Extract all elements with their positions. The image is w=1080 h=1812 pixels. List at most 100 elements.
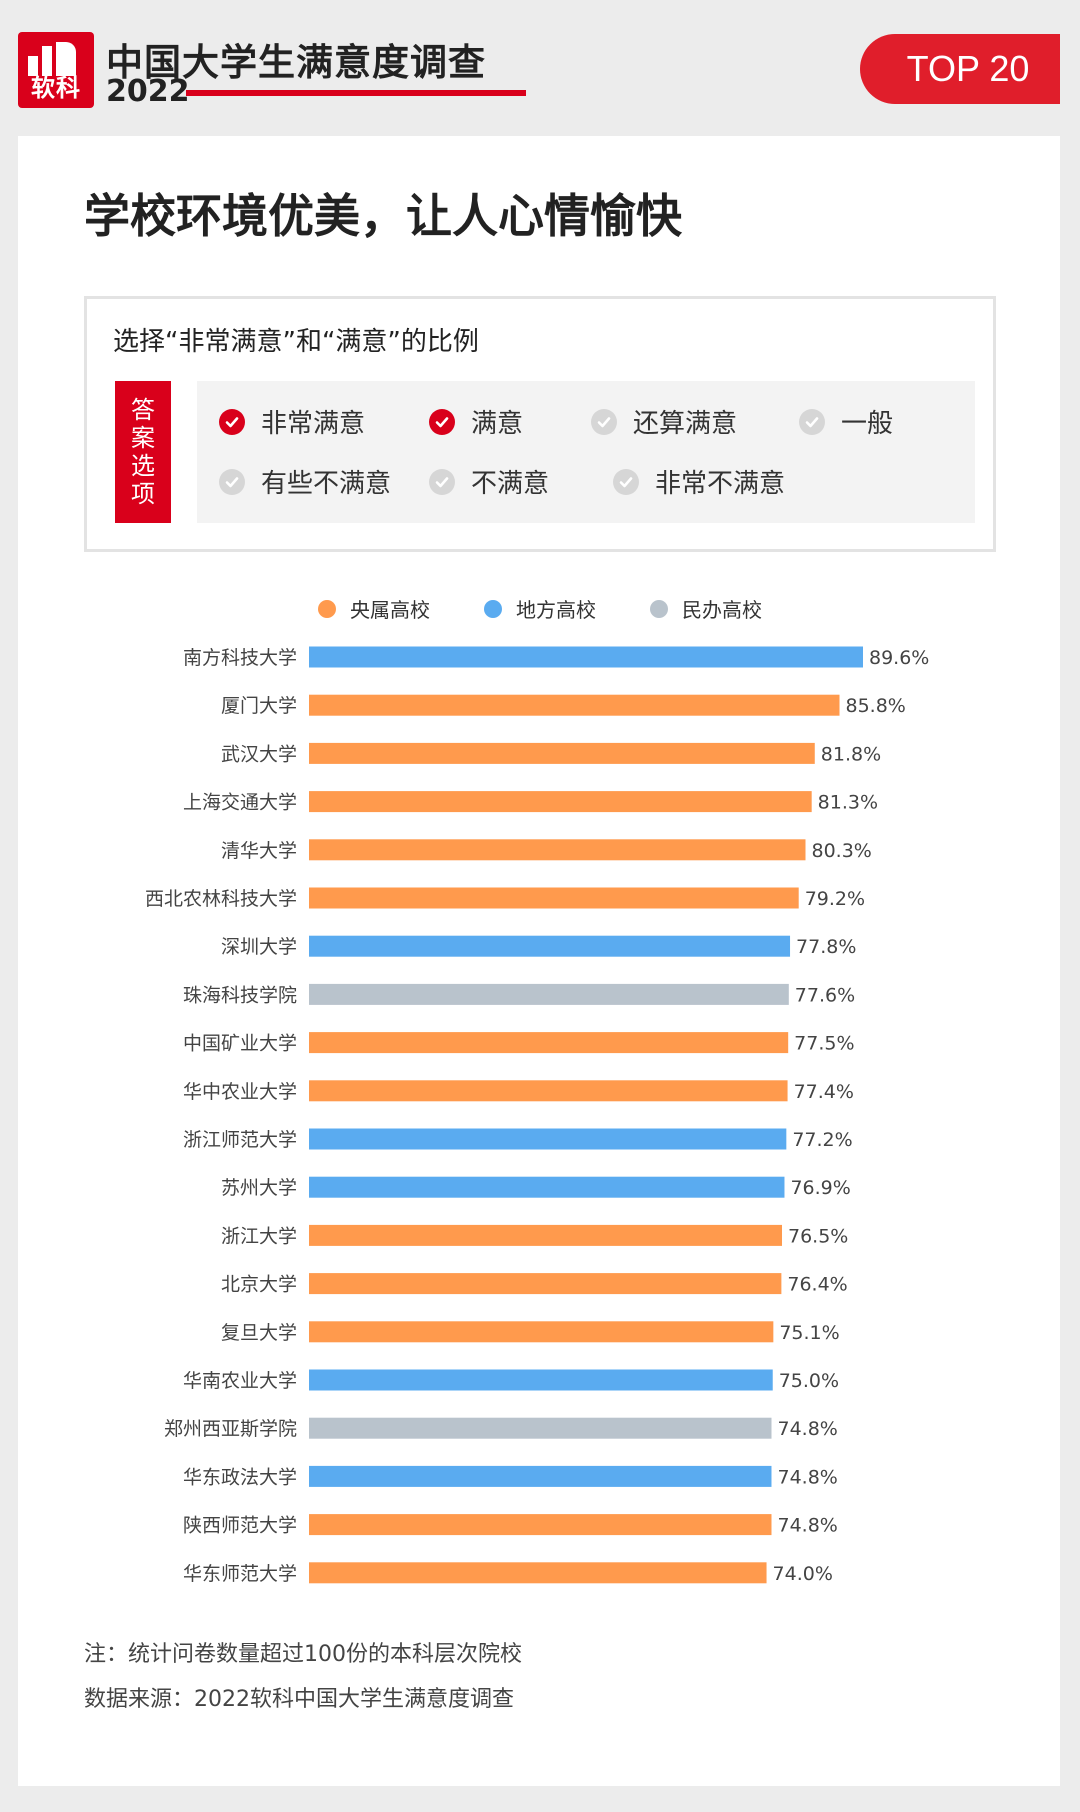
answer-option-label: 非常不满意 — [655, 469, 786, 499]
bar — [309, 694, 840, 716]
page-headline: 学校环境优美，让人心情愉快 — [84, 189, 682, 243]
value-label: 74.8% — [777, 1515, 837, 1537]
value-label: 77.8% — [796, 936, 856, 958]
bar — [309, 1369, 773, 1391]
value-label: 77.6% — [795, 984, 855, 1006]
category-label: 武汉大学 — [221, 743, 297, 765]
legend-label: 地方高校 — [516, 598, 596, 622]
value-label: 76.5% — [788, 1225, 848, 1247]
bar-chart-svg: 南方科技大学 89.6% 厦门大学 85.8% 武汉大学 81.8% 上海交通大学 81.3%… — [145, 646, 929, 1585]
bar — [309, 742, 815, 764]
category-label: 陕西师范大学 — [183, 1515, 297, 1537]
bar — [309, 646, 863, 668]
bar-chart: 南方科技大学 89.6% 厦门大学 85.8% 武汉大学 81.8% 上海交通大学 81.3%… — [18, 636, 1060, 1756]
answer-option: 非常满意 — [219, 403, 365, 440]
options-tag-char: 案 — [131, 424, 155, 452]
category-label: 浙江师范大学 — [183, 1129, 297, 1151]
bar — [309, 1128, 787, 1150]
category-label: 复旦大学 — [221, 1322, 297, 1344]
check-unselected-icon — [591, 408, 617, 435]
options-panel: 非常满意 满意 还算满意 一般有些不满意 不满意 非常不满意 — [197, 381, 975, 523]
check-unselected-icon — [219, 468, 245, 495]
answer-option-label: 有些不满意 — [261, 469, 392, 499]
options-tag-char: 选 — [131, 452, 155, 480]
bar — [309, 1032, 789, 1054]
options-tag-char: 项 — [131, 480, 155, 508]
category-label: 中国矿业大学 — [183, 1033, 297, 1055]
value-label: 81.3% — [818, 792, 878, 814]
bar — [309, 1417, 772, 1439]
logo-bars-icon — [28, 42, 84, 76]
chart-legend: 央属高校 地方高校 民办高校 — [18, 594, 1060, 634]
bar — [309, 791, 812, 813]
answer-option-label: 还算满意 — [633, 409, 738, 439]
category-label: 西北农林科技大学 — [145, 888, 297, 910]
ruanke-logo: 软科 — [18, 32, 94, 108]
category-label: 厦门大学 — [221, 695, 297, 717]
value-label: 74.8% — [777, 1466, 837, 1488]
answer-option: 满意 — [429, 403, 523, 440]
bar — [309, 1465, 772, 1487]
bar — [309, 839, 806, 861]
category-label: 南方科技大学 — [183, 647, 297, 669]
category-label: 华中农业大学 — [183, 1081, 297, 1103]
category-label: 华东师范大学 — [183, 1563, 297, 1585]
bar — [309, 1273, 782, 1295]
category-label: 深圳大学 — [221, 936, 297, 958]
bar — [309, 1321, 774, 1343]
legend-label: 民办高校 — [682, 598, 762, 622]
category-label: 清华大学 — [221, 840, 297, 862]
answer-option-label: 满意 — [471, 409, 524, 439]
value-label: 76.9% — [790, 1177, 850, 1199]
bar — [309, 1080, 788, 1102]
value-label: 89.6% — [869, 647, 929, 669]
bar — [309, 1224, 783, 1246]
value-label: 74.8% — [777, 1418, 837, 1440]
category-label: 郑州西亚斯学院 — [164, 1418, 297, 1440]
legend-dot-icon — [484, 599, 502, 618]
answer-option-label: 不满意 — [471, 469, 550, 499]
brand-title: 中国大学生满意度调查 — [106, 41, 486, 84]
category-label: 苏州大学 — [221, 1177, 297, 1199]
bar — [309, 1176, 785, 1198]
value-label: 76.4% — [787, 1274, 847, 1296]
legend-item: 央属高校 — [318, 594, 430, 623]
answer-option: 非常不满意 — [613, 463, 785, 500]
top-badge: TOP 20 — [860, 34, 1060, 104]
category-label: 珠海科技学院 — [183, 984, 297, 1006]
bar — [309, 983, 789, 1005]
answer-option: 一般 — [799, 403, 893, 440]
value-label: 77.2% — [792, 1129, 852, 1151]
legend-dot-icon — [318, 599, 336, 618]
options-tag: 答 案 选 项 — [115, 381, 171, 523]
answer-option: 有些不满意 — [219, 463, 391, 500]
bar — [309, 935, 791, 957]
value-label: 75.0% — [779, 1370, 839, 1392]
legend-label: 央属高校 — [350, 598, 430, 622]
category-label: 浙江大学 — [221, 1225, 297, 1247]
value-label: 77.4% — [794, 1081, 854, 1103]
legend-item: 民办高校 — [650, 594, 762, 623]
value-label: 81.8% — [821, 743, 881, 765]
check-unselected-icon — [429, 468, 455, 495]
category-label: 华东政法大学 — [183, 1466, 297, 1488]
value-label: 77.5% — [794, 1033, 854, 1055]
check-unselected-icon — [613, 468, 639, 495]
value-label: 85.8% — [846, 695, 906, 717]
category-label: 北京大学 — [221, 1274, 297, 1296]
bar — [309, 887, 799, 909]
question-title: 选择“非常满意”和“满意”的比例 — [113, 327, 479, 357]
options-tag-char: 答 — [131, 396, 155, 424]
legend-dot-icon — [650, 599, 668, 618]
value-label: 79.2% — [805, 888, 865, 910]
answer-option: 不满意 — [429, 463, 549, 500]
logo-text: 软科 — [31, 74, 81, 102]
answer-option-label: 非常满意 — [261, 409, 366, 439]
bar — [309, 1562, 767, 1584]
value-label: 75.1% — [779, 1322, 839, 1344]
legend-item: 地方高校 — [484, 594, 596, 623]
value-label: 74.0% — [773, 1563, 833, 1585]
check-unselected-icon — [799, 408, 825, 435]
bar — [309, 1514, 772, 1536]
category-label: 上海交通大学 — [183, 792, 297, 814]
